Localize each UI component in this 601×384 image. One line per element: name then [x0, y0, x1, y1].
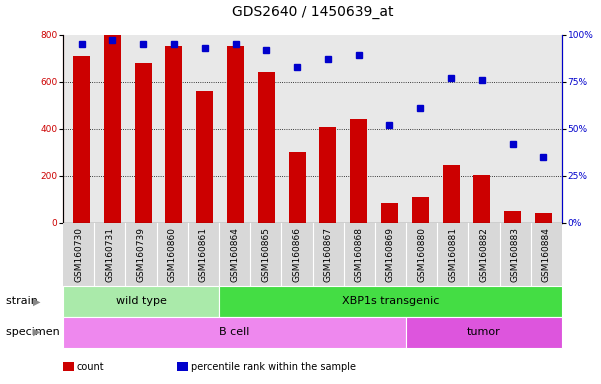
Text: GSM160864: GSM160864	[230, 227, 239, 282]
Text: GSM160731: GSM160731	[105, 227, 114, 282]
Text: GSM160739: GSM160739	[136, 227, 145, 282]
Text: GSM160861: GSM160861	[199, 227, 208, 282]
Text: GSM160866: GSM160866	[293, 227, 302, 282]
Bar	[104, 35, 121, 223]
Text: GSM160865: GSM160865	[261, 227, 270, 282]
Bar	[197, 91, 213, 223]
Bar	[227, 46, 244, 223]
Text: GSM160882: GSM160882	[480, 227, 489, 282]
Text: GSM160868: GSM160868	[355, 227, 364, 282]
Text: XBP1s transgenic: XBP1s transgenic	[342, 296, 439, 306]
Text: GSM160883: GSM160883	[511, 227, 520, 282]
Text: strain: strain	[6, 296, 41, 306]
Text: tumor: tumor	[467, 327, 501, 337]
Text: GDS2640 / 1450639_at: GDS2640 / 1450639_at	[232, 5, 393, 19]
Text: GSM160867: GSM160867	[323, 227, 332, 282]
Bar	[350, 119, 367, 223]
Bar	[258, 72, 275, 223]
Bar	[288, 152, 305, 223]
Bar	[412, 197, 429, 223]
Text: wild type: wild type	[115, 296, 166, 306]
Text: count: count	[76, 362, 104, 372]
Text: B cell: B cell	[219, 327, 250, 337]
Text: GSM160884: GSM160884	[542, 227, 551, 282]
Text: GSM160881: GSM160881	[448, 227, 457, 282]
Bar	[73, 56, 90, 223]
Text: ▶: ▶	[33, 296, 40, 306]
Text: ▶: ▶	[33, 327, 40, 337]
Text: GSM160869: GSM160869	[386, 227, 395, 282]
Bar	[320, 127, 337, 223]
Text: specimen: specimen	[6, 327, 63, 337]
Text: GSM160730: GSM160730	[74, 227, 83, 282]
Bar	[135, 63, 151, 223]
Bar	[535, 214, 552, 223]
Text: GSM160860: GSM160860	[168, 227, 177, 282]
Bar	[165, 46, 183, 223]
Text: percentile rank within the sample: percentile rank within the sample	[191, 362, 356, 372]
Text: GSM160880: GSM160880	[417, 227, 426, 282]
Bar	[504, 211, 521, 223]
Bar	[474, 174, 490, 223]
Bar	[442, 165, 460, 223]
Bar	[381, 203, 398, 223]
